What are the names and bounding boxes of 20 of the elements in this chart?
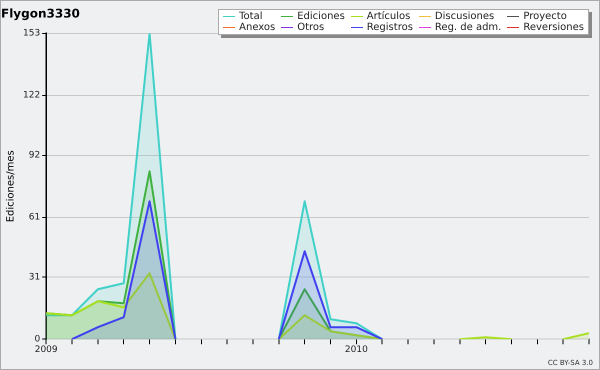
x-tick-label: 2010	[344, 344, 368, 355]
legend-label: Total	[239, 11, 262, 22]
legend-label: Registros	[366, 22, 413, 33]
legend-label: Reg. de adm.	[434, 22, 502, 33]
y-tick-label: 153	[22, 28, 40, 39]
legend-label: Otros	[297, 22, 324, 33]
legend-label: Ediciones	[297, 11, 345, 22]
legend-label: Discusiones	[434, 11, 494, 22]
legend-label: Anexos	[239, 22, 276, 33]
y-axis-title: Ediciones/mes	[6, 150, 17, 222]
y-tick-label: 61	[28, 212, 40, 223]
x-tick-label: 2009	[34, 344, 58, 355]
legend-label: Reversiones	[523, 22, 584, 33]
y-tick-label: 122	[22, 90, 40, 101]
legend-label: Artículos	[366, 11, 410, 22]
y-tick-label: 92	[28, 150, 40, 161]
y-tick-label: 0	[34, 334, 40, 345]
chart-title: Flygon3330	[1, 6, 80, 20]
y-tick-label: 31	[28, 272, 40, 283]
legend-label: Proyecto	[523, 11, 567, 22]
